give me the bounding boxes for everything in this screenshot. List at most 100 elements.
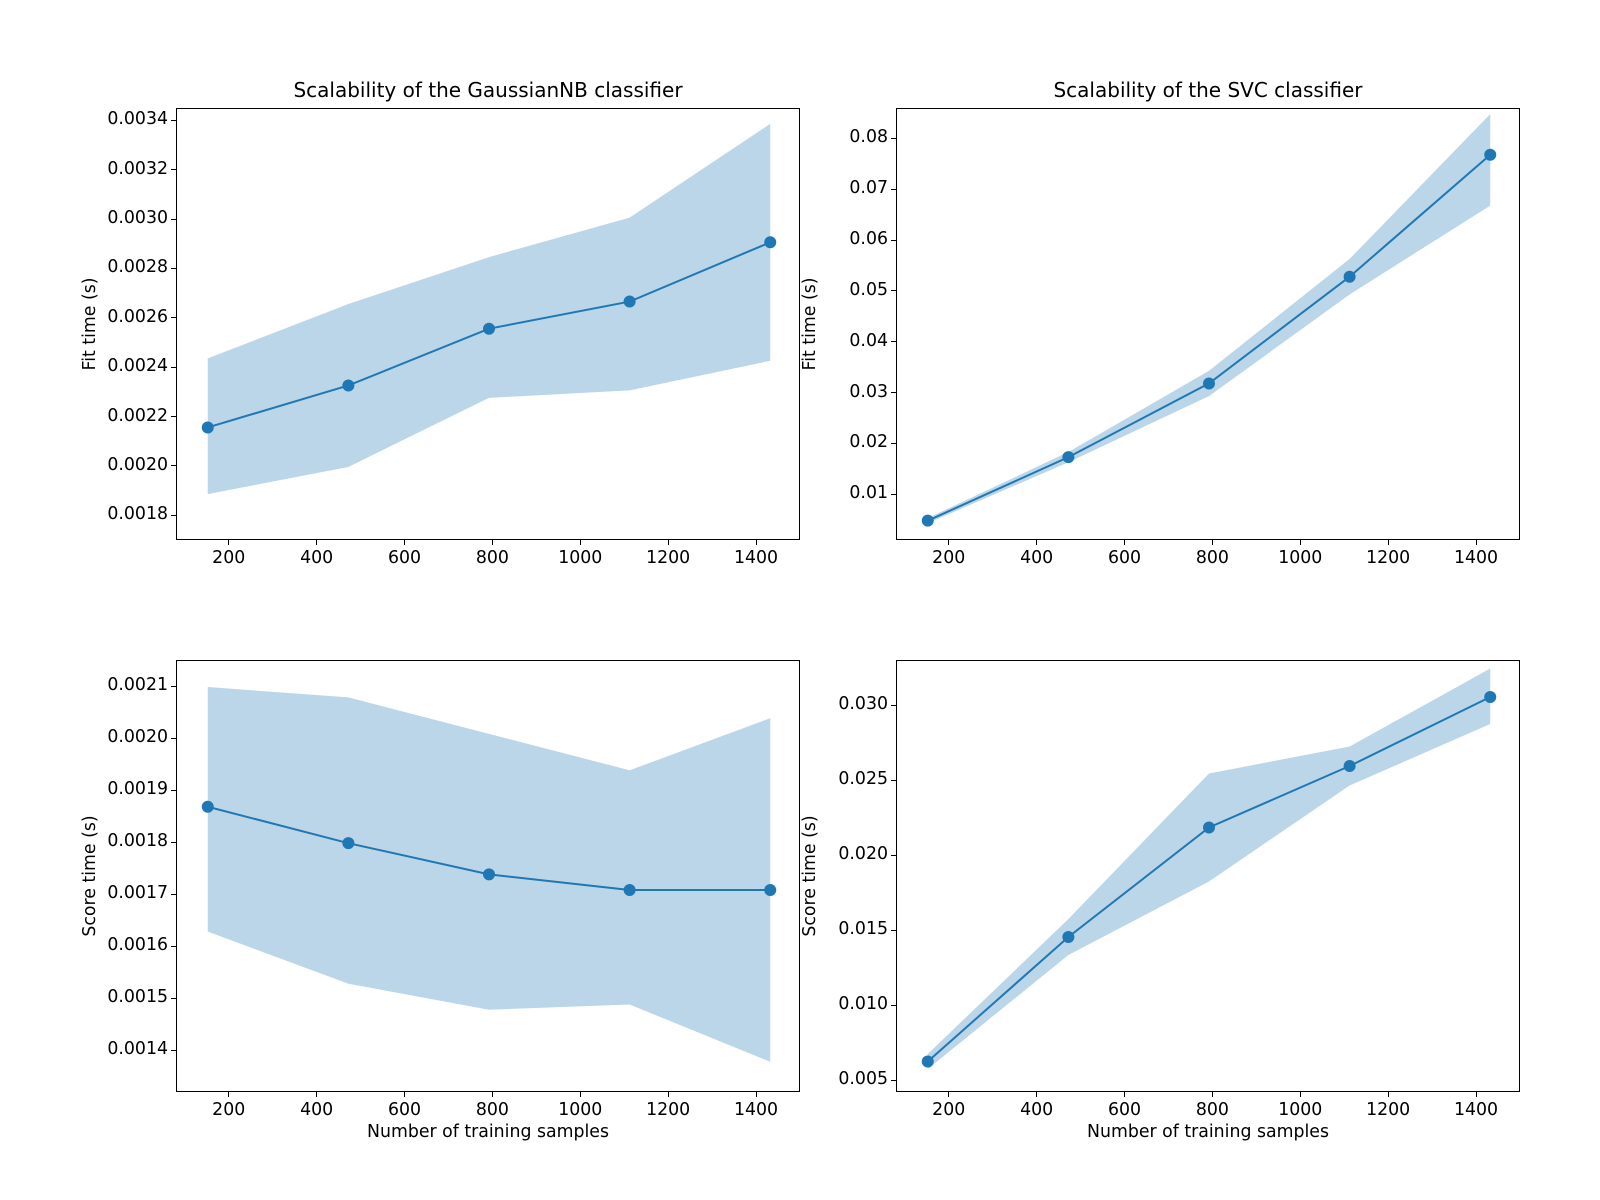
ytick-mark	[891, 494, 896, 495]
xtick-label: 1400	[1451, 1100, 1501, 1120]
ytick-mark	[171, 268, 176, 269]
xtick-mark	[948, 540, 949, 545]
figure: 200 400 600 800 1000 1200 1400 0.0018 0.0020 0.00…	[0, 0, 1600, 1200]
data-marker	[624, 884, 636, 896]
ytick-mark	[891, 341, 896, 342]
ytick-label: 0.0017	[98, 883, 168, 903]
xtick-label: 1000	[1275, 548, 1325, 568]
chart-svg	[897, 109, 1521, 541]
xtick-mark	[228, 1092, 229, 1097]
xtick-mark	[668, 540, 669, 545]
xtick-mark	[1476, 540, 1477, 545]
ytick-mark	[171, 686, 176, 687]
xtick-label: 1400	[1451, 548, 1501, 568]
xtick-mark	[228, 540, 229, 545]
ytick-label: 0.0020	[98, 727, 168, 747]
ytick-label: 0.0021	[98, 675, 168, 695]
ytick-mark	[171, 465, 176, 466]
ytick-mark	[171, 842, 176, 843]
ytick-mark	[891, 780, 896, 781]
xtick-mark	[1036, 540, 1037, 545]
ytick-label: 0.01	[818, 483, 888, 503]
data-marker	[624, 296, 636, 308]
xtick-mark	[316, 1092, 317, 1097]
data-marker	[922, 515, 934, 527]
ytick-mark	[171, 416, 176, 417]
ytick-label: 0.05	[818, 280, 888, 300]
ytick-mark	[891, 705, 896, 706]
ytick-mark	[891, 189, 896, 190]
xtick-label: 800	[467, 1100, 517, 1120]
xtick-mark	[756, 540, 757, 545]
xtick-label: 1000	[1275, 1100, 1325, 1120]
ytick-label: 0.0034	[98, 109, 168, 129]
xtick-mark	[1476, 1092, 1477, 1097]
y-axis-label: Fit time (s)	[80, 108, 102, 540]
ytick-mark	[891, 855, 896, 856]
ytick-label: 0.0032	[98, 159, 168, 179]
subplot-0-0	[176, 108, 800, 540]
ytick-label: 0.010	[818, 994, 888, 1014]
ytick-label: 0.0028	[98, 257, 168, 277]
xtick-mark	[1300, 540, 1301, 545]
ytick-mark	[171, 790, 176, 791]
xtick-label: 1200	[1363, 1100, 1413, 1120]
xtick-mark	[492, 1092, 493, 1097]
data-marker	[1062, 451, 1074, 463]
ytick-label: 0.07	[818, 178, 888, 198]
xtick-label: 600	[380, 548, 430, 568]
ytick-label: 0.0020	[98, 455, 168, 475]
xtick-mark	[492, 540, 493, 545]
ytick-label: 0.015	[818, 919, 888, 939]
data-marker	[1344, 760, 1356, 772]
xtick-mark	[580, 540, 581, 545]
xtick-label: 1400	[731, 548, 781, 568]
xtick-label: 800	[1187, 1100, 1237, 1120]
confidence-band	[208, 124, 770, 494]
subplot-title: Scalability of the GaussianNB classifier	[176, 78, 800, 102]
xtick-mark	[1036, 1092, 1037, 1097]
ytick-mark	[891, 290, 896, 291]
ytick-mark	[171, 169, 176, 170]
ytick-label: 0.0015	[98, 987, 168, 1007]
ytick-label: 0.020	[818, 844, 888, 864]
xtick-mark	[404, 1092, 405, 1097]
data-marker	[483, 868, 495, 880]
ytick-label: 0.0026	[98, 307, 168, 327]
xtick-label: 1400	[731, 1100, 781, 1120]
ytick-label: 0.0014	[98, 1039, 168, 1059]
ytick-mark	[171, 219, 176, 220]
xtick-label: 1200	[643, 548, 693, 568]
ytick-label: 0.0024	[98, 356, 168, 376]
xtick-label: 200	[924, 1100, 974, 1120]
ytick-mark	[171, 317, 176, 318]
ytick-label: 0.0018	[98, 504, 168, 524]
xtick-mark	[948, 1092, 949, 1097]
subplot-1-0	[176, 660, 800, 1092]
ytick-label: 0.030	[818, 694, 888, 714]
data-marker	[342, 837, 354, 849]
data-marker	[922, 1056, 934, 1068]
subplot-0-1	[896, 108, 1520, 540]
xtick-label: 800	[467, 548, 517, 568]
xtick-label: 1200	[1363, 548, 1413, 568]
xtick-mark	[1212, 540, 1213, 545]
xtick-mark	[1124, 540, 1125, 545]
y-axis-label: Score time (s)	[80, 660, 102, 1092]
xtick-label: 200	[204, 548, 254, 568]
xtick-label: 400	[1012, 548, 1062, 568]
y-axis-label: Score time (s)	[800, 660, 822, 1092]
xtick-mark	[580, 1092, 581, 1097]
xtick-mark	[316, 540, 317, 545]
ytick-mark	[891, 138, 896, 139]
ytick-mark	[891, 930, 896, 931]
data-marker	[764, 884, 776, 896]
xtick-label: 1000	[555, 1100, 605, 1120]
ytick-mark	[171, 894, 176, 895]
xtick-mark	[1124, 1092, 1125, 1097]
ytick-mark	[171, 998, 176, 999]
x-axis-label: Number of training samples	[176, 1122, 800, 1142]
ytick-mark	[171, 1050, 176, 1051]
data-marker	[202, 801, 214, 813]
xtick-label: 200	[924, 548, 974, 568]
